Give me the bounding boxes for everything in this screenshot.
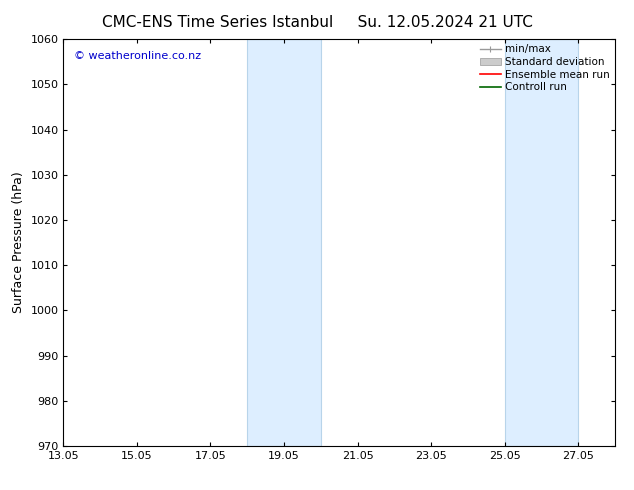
Legend: min/max, Standard deviation, Ensemble mean run, Controll run: min/max, Standard deviation, Ensemble me… [478, 42, 612, 94]
Bar [247, 39, 321, 446]
Y-axis label: Surface Pressure (hPa): Surface Pressure (hPa) [12, 172, 25, 314]
Bar [505, 39, 578, 446]
Text: © weatheronline.co.nz: © weatheronline.co.nz [74, 51, 202, 61]
Text: CMC-ENS Time Series Istanbul     Su. 12.05.2024 21 UTC: CMC-ENS Time Series Istanbul Su. 12.05.2… [101, 15, 533, 30]
